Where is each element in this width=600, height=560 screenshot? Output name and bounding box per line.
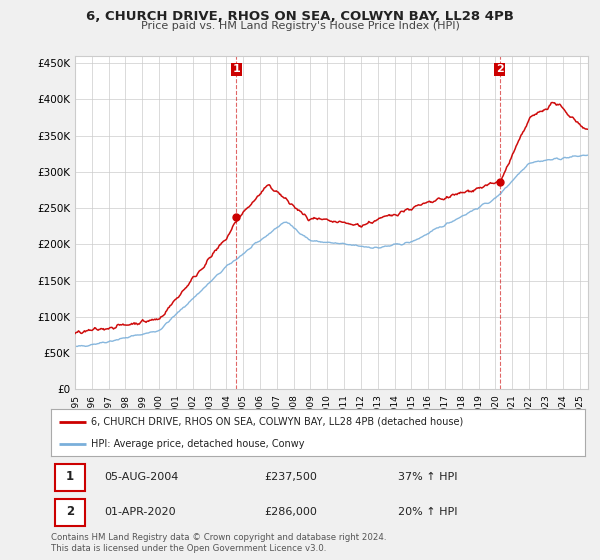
Text: 37% ↑ HPI: 37% ↑ HPI	[398, 472, 458, 482]
Text: 01-APR-2020: 01-APR-2020	[104, 507, 176, 517]
Text: Contains HM Land Registry data © Crown copyright and database right 2024.
This d: Contains HM Land Registry data © Crown c…	[51, 533, 386, 553]
FancyBboxPatch shape	[55, 464, 85, 491]
FancyBboxPatch shape	[55, 499, 85, 526]
Text: 2: 2	[496, 64, 503, 74]
Text: 1: 1	[65, 470, 74, 483]
Text: 20% ↑ HPI: 20% ↑ HPI	[398, 507, 458, 517]
Text: HPI: Average price, detached house, Conwy: HPI: Average price, detached house, Conw…	[91, 438, 305, 449]
Text: £286,000: £286,000	[265, 507, 317, 517]
Text: £237,500: £237,500	[265, 472, 317, 482]
Text: 2: 2	[65, 505, 74, 518]
Text: 05-AUG-2004: 05-AUG-2004	[104, 472, 179, 482]
Text: Price paid vs. HM Land Registry's House Price Index (HPI): Price paid vs. HM Land Registry's House …	[140, 21, 460, 31]
Text: 6, CHURCH DRIVE, RHOS ON SEA, COLWYN BAY, LL28 4PB: 6, CHURCH DRIVE, RHOS ON SEA, COLWYN BAY…	[86, 10, 514, 23]
Text: 6, CHURCH DRIVE, RHOS ON SEA, COLWYN BAY, LL28 4PB (detached house): 6, CHURCH DRIVE, RHOS ON SEA, COLWYN BAY…	[91, 417, 463, 427]
Text: 1: 1	[232, 64, 240, 74]
